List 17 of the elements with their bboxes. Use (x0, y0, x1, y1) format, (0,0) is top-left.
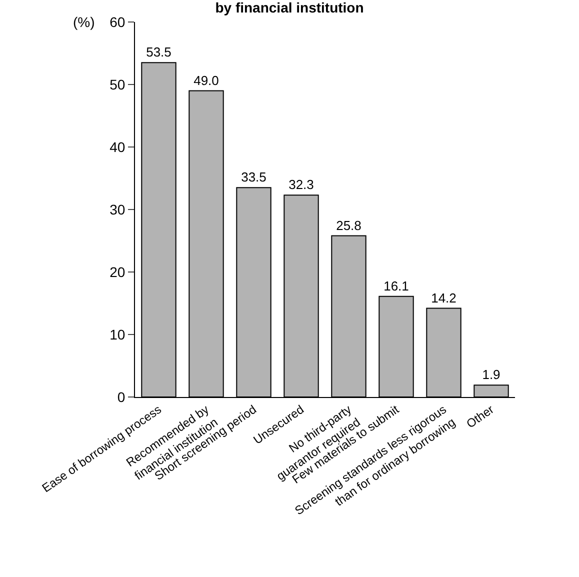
data-label: 25.8 (336, 218, 362, 233)
data-label: 32.3 (288, 177, 314, 192)
y-tick-label: 30 (110, 201, 126, 218)
y-tick-label: 20 (110, 264, 126, 280)
data-label: 53.5 (146, 44, 172, 60)
y-tick-label: 60 (110, 14, 126, 30)
data-label: 49.0 (194, 72, 219, 88)
data-label: 14.2 (431, 290, 456, 306)
y-tick-label: 0 (117, 388, 126, 405)
y-axis-title: (%) (73, 14, 95, 30)
y-tick-label: 10 (110, 326, 126, 342)
data-label: 16.1 (384, 278, 409, 294)
y-tick-label: 40 (110, 138, 126, 155)
data-label: 1.9 (482, 367, 500, 382)
y-tick-label: 50 (110, 76, 126, 92)
chart-title: by financial institution (215, 0, 364, 16)
data-label: 33.5 (241, 170, 266, 185)
